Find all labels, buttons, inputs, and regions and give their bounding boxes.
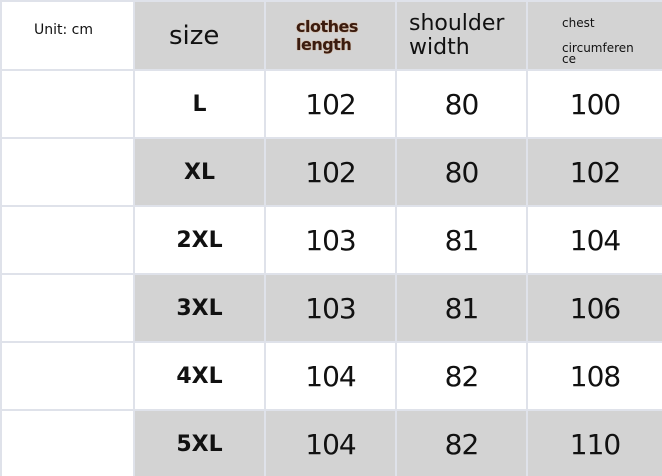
chest-cell: 102 <box>526 137 662 207</box>
header-chest-line1: chest <box>562 16 595 30</box>
chest-cell: 110 <box>526 409 662 476</box>
table-row: L 102 80 100 <box>0 69 662 139</box>
header-row: Unit: cm size clothes length shoulder wi… <box>0 0 662 71</box>
empty-cell <box>0 69 135 139</box>
size-cell: 3XL <box>133 273 266 343</box>
shoulder-width-cell: 82 <box>395 341 528 411</box>
chest-cell: 108 <box>526 341 662 411</box>
shoulder-width-cell: 82 <box>395 409 528 476</box>
size-cell: XL <box>133 137 266 207</box>
shoulder-width-cell: 81 <box>395 205 528 275</box>
size-cell: 4XL <box>133 341 266 411</box>
table-row: 5XL 104 82 110 <box>0 409 662 476</box>
chest-cell: 106 <box>526 273 662 343</box>
header-size: size <box>133 0 266 71</box>
empty-cell <box>0 137 135 207</box>
clothes-length-cell: 104 <box>264 341 397 411</box>
shoulder-width-cell: 81 <box>395 273 528 343</box>
shoulder-width-cell: 80 <box>395 137 528 207</box>
clothes-length-cell: 103 <box>264 273 397 343</box>
unit-label: Unit: cm <box>0 0 135 71</box>
header-chest-line3: ce <box>562 52 576 66</box>
table-row: 4XL 104 82 108 <box>0 341 662 411</box>
table-row: 2XL 103 81 104 <box>0 205 662 275</box>
chest-cell: 100 <box>526 69 662 139</box>
empty-cell <box>0 205 135 275</box>
clothes-length-cell: 103 <box>264 205 397 275</box>
header-chest-line2: circumferen <box>562 41 634 55</box>
header-chest-circumference: chest circumferen ce <box>526 0 662 71</box>
clothes-length-cell: 102 <box>264 69 397 139</box>
size-cell: 2XL <box>133 205 266 275</box>
header-clothes-length: clothes length <box>264 0 397 71</box>
chest-cell: 104 <box>526 205 662 275</box>
table-row: XL 102 80 102 <box>0 137 662 207</box>
clothes-length-cell: 104 <box>264 409 397 476</box>
clothes-length-cell: 102 <box>264 137 397 207</box>
shoulder-width-cell: 80 <box>395 69 528 139</box>
header-shoulder-width: shoulder width <box>395 0 528 71</box>
empty-cell <box>0 273 135 343</box>
size-cell: 5XL <box>133 409 266 476</box>
empty-cell <box>0 341 135 411</box>
table-row: 3XL 103 81 106 <box>0 273 662 343</box>
size-cell: L <box>133 69 266 139</box>
empty-cell <box>0 409 135 476</box>
